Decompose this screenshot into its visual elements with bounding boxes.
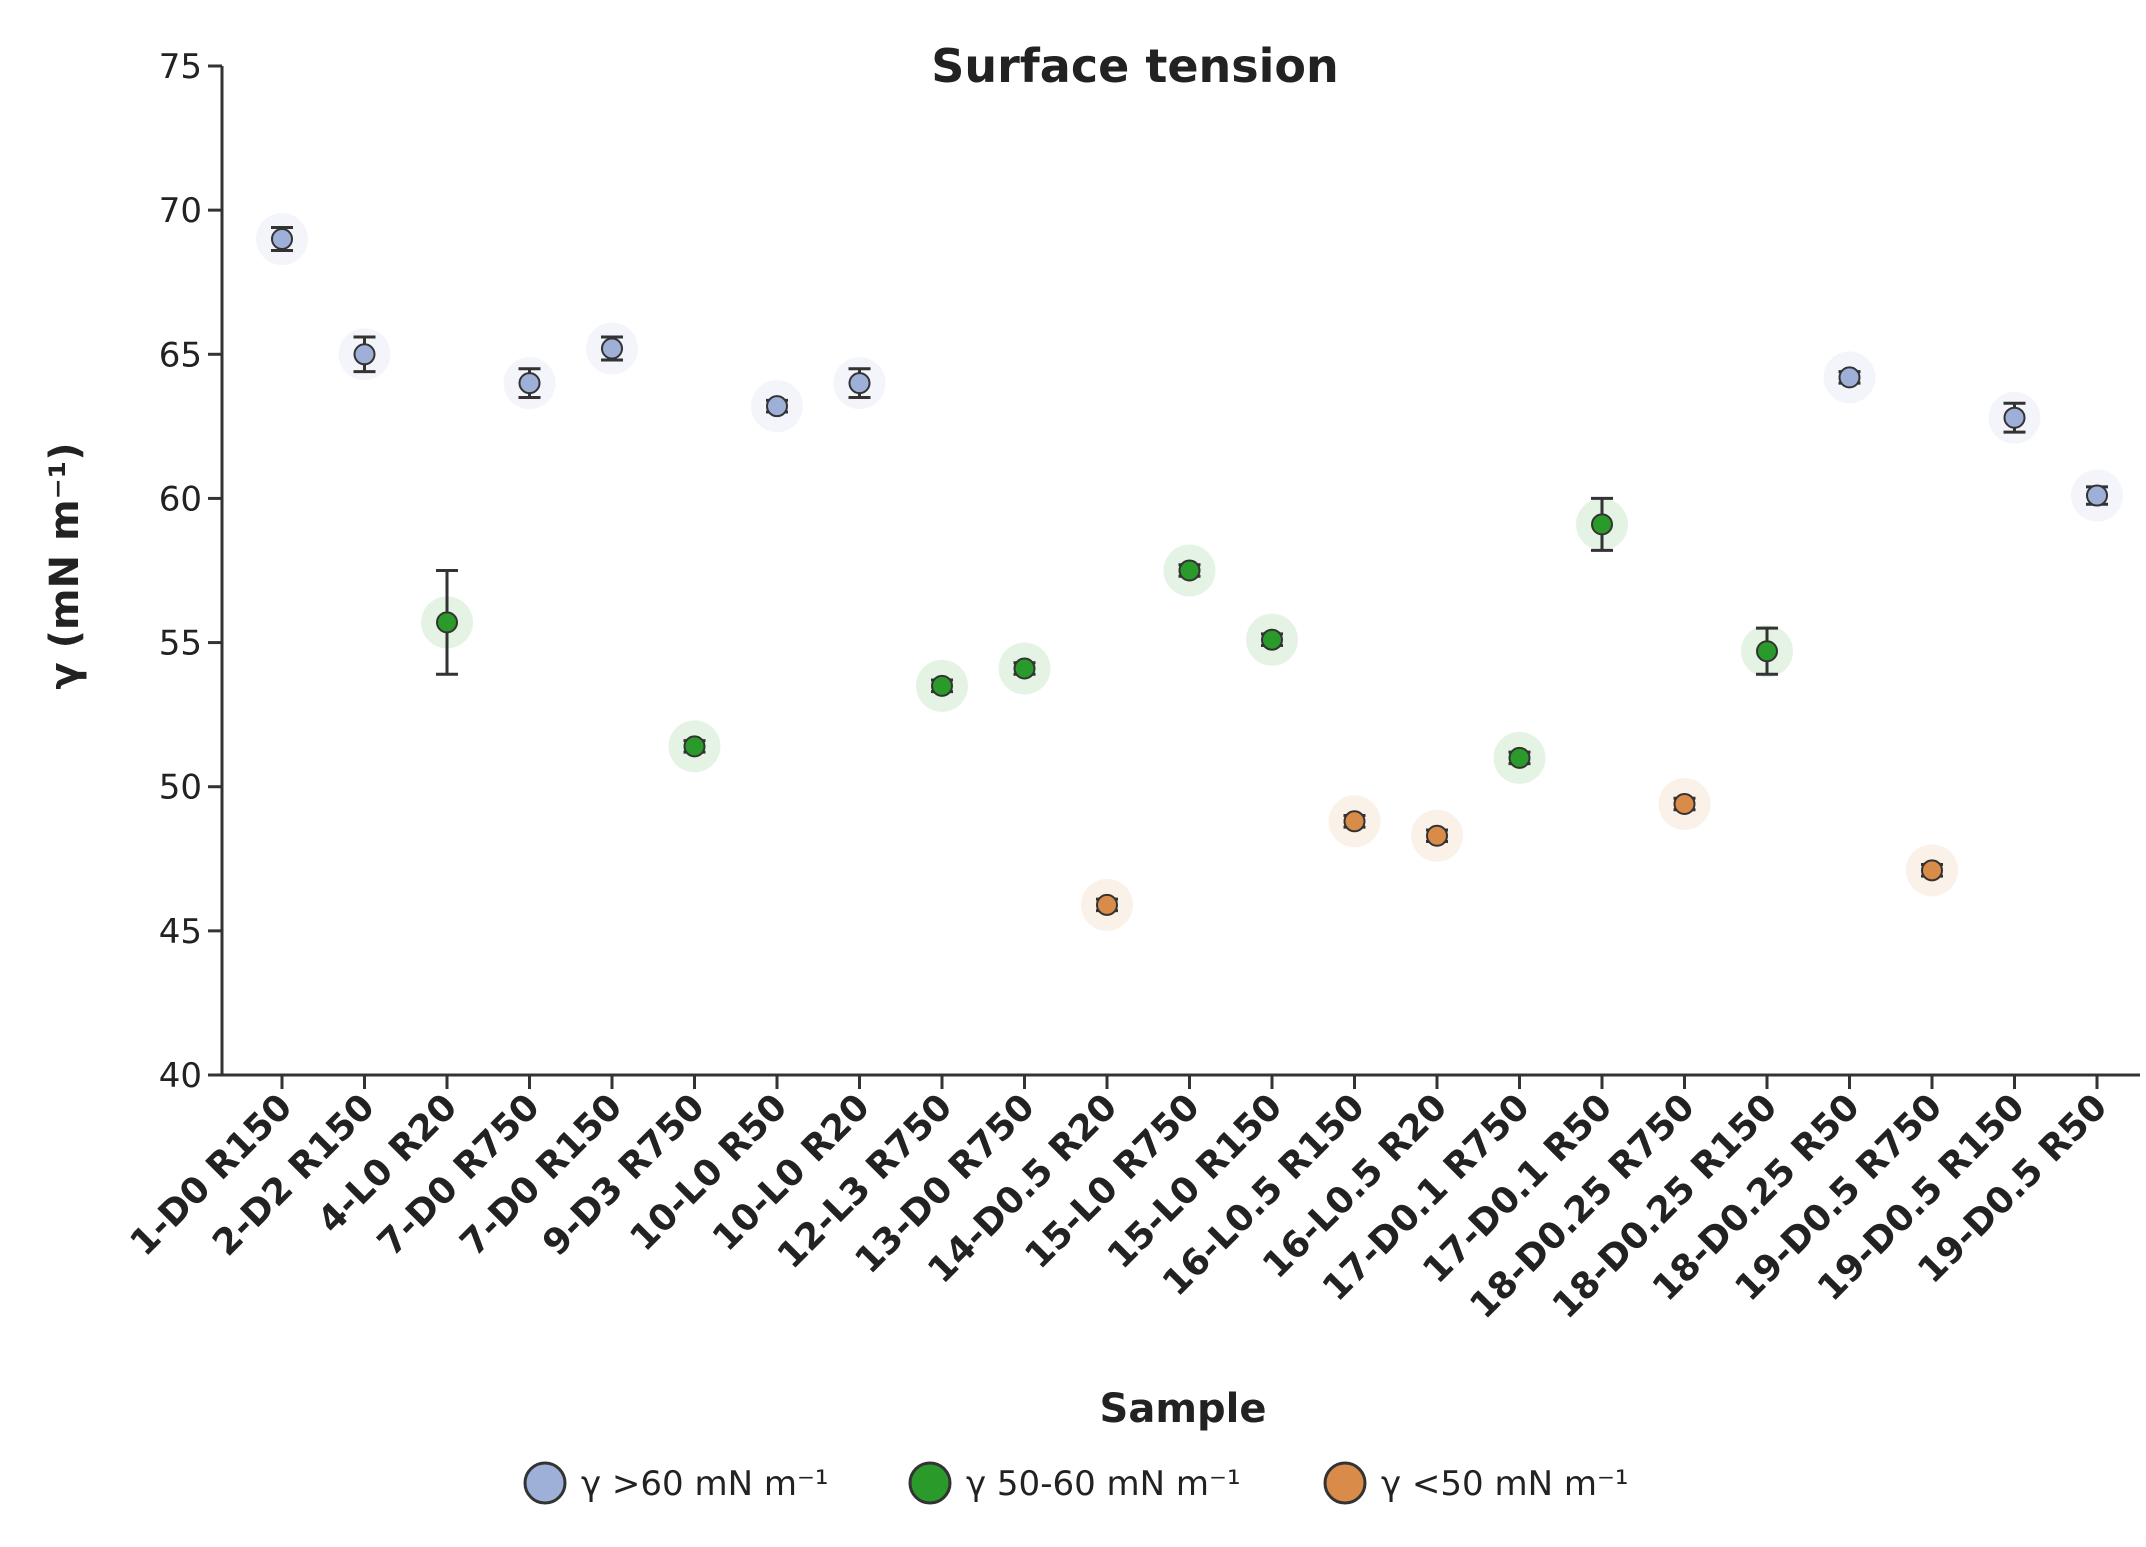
point-marker <box>271 227 293 250</box>
y-tick-label: 65 <box>159 335 202 375</box>
legend-item-mid: γ 50-60 mN m⁻¹ <box>908 1461 1241 1505</box>
data-point-19-d0-5-r50 <box>2071 469 2123 522</box>
point-marker <box>1426 824 1448 847</box>
point-marker <box>1261 628 1283 651</box>
data-point-7-d0-r150 <box>586 322 638 375</box>
legend-marker <box>908 1461 952 1505</box>
data-point-16-l0-5-r150 <box>1328 795 1381 848</box>
data-point-15-l0-r750 <box>1163 544 1216 597</box>
chart-title: Surface tension <box>931 39 1339 93</box>
legend-label: γ <50 mN m⁻¹ <box>1381 1464 1629 1504</box>
y-ticks: 40 45 50 55 60 65 70 75 <box>159 47 222 1096</box>
y-tick-label: 55 <box>159 624 202 664</box>
legend-label: γ 50-60 mN m⁻¹ <box>966 1464 1241 1504</box>
data-point-18-d0-25-r50 <box>1823 351 1876 404</box>
point-marker <box>1343 810 1366 833</box>
point-marker <box>518 372 541 395</box>
data-point-17-d0-1-r750 <box>1493 731 1546 784</box>
point-marker <box>1838 366 1861 389</box>
y-tick-label: 70 <box>159 191 202 231</box>
y-tick-label: 45 <box>159 912 202 952</box>
data-point-13-d0-r750 <box>998 642 1051 695</box>
legend-marker <box>523 1461 567 1505</box>
data-point-16-l0-5-r20 <box>1411 809 1463 862</box>
point-marker <box>1508 746 1531 769</box>
data-point-14-d0-5-r20 <box>1081 878 1133 931</box>
data-point-18-d0-25-r150 <box>1741 625 1793 678</box>
data-point-18-d0-25-r750 <box>1658 778 1711 831</box>
point-marker <box>436 611 458 634</box>
point-marker <box>683 735 706 758</box>
point-marker <box>1591 513 1613 536</box>
point-marker <box>766 395 788 418</box>
data-point-10-l0-r50 <box>751 380 803 433</box>
point-marker <box>353 343 376 366</box>
data-point-7-d0-r750 <box>503 357 556 410</box>
point-marker <box>1096 893 1118 916</box>
data-point-17-d0-1-r50 <box>1576 496 1628 552</box>
data-point-4-l0-r20 <box>421 569 473 676</box>
data-point-2-d2-r150 <box>338 328 391 381</box>
data-point-19-d0-5-r150 <box>1988 391 2041 444</box>
legend-label: γ >60 mN m⁻¹ <box>581 1464 829 1504</box>
data-point-19-d0-5-r750 <box>1906 844 1958 897</box>
data-points <box>256 212 2123 931</box>
data-point-1-d0-r150 <box>256 212 308 265</box>
y-tick-label: 50 <box>159 768 202 808</box>
data-point-12-l3-r750 <box>916 659 968 712</box>
point-marker <box>601 337 623 360</box>
data-point-15-l0-r150 <box>1246 613 1298 666</box>
point-marker <box>1178 559 1201 582</box>
x-axis-label: Sample <box>1100 1386 1267 1432</box>
point-marker <box>1921 859 1943 882</box>
point-marker <box>2086 484 2108 507</box>
legend-item-low: γ <50 mN m⁻¹ <box>1323 1461 1629 1505</box>
point-marker <box>2003 406 2026 429</box>
point-marker <box>1673 793 1696 816</box>
data-point-10-l0-r20 <box>833 357 886 410</box>
point-marker <box>1013 657 1036 680</box>
legend-marker <box>1323 1461 1367 1505</box>
point-marker <box>848 372 871 395</box>
point-marker <box>931 674 953 697</box>
y-tick-label: 75 <box>159 47 202 87</box>
y-tick-label: 40 <box>159 1056 202 1096</box>
legend: γ >60 mN m⁻¹ γ 50-60 mN m⁻¹ γ <50 mN m⁻¹ <box>523 1461 1629 1505</box>
point-marker <box>1756 640 1778 663</box>
y-axis-label: γ (mN m⁻¹) <box>42 442 88 689</box>
legend-item-high: γ >60 mN m⁻¹ <box>523 1461 829 1505</box>
data-point-9-d3-r750 <box>668 720 721 773</box>
y-tick-label: 60 <box>159 479 202 519</box>
